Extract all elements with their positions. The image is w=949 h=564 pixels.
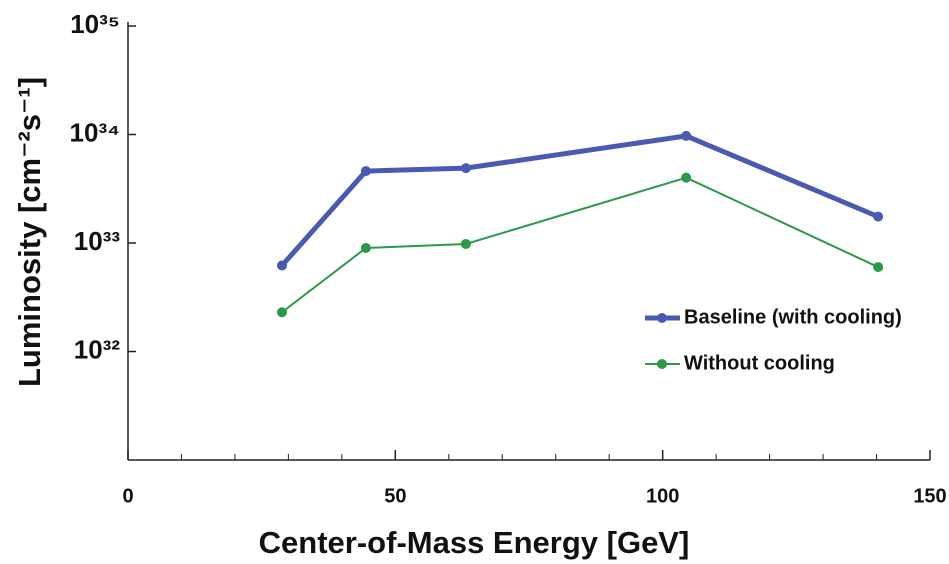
data-point (460, 163, 471, 174)
x-tick-label: 0 (122, 485, 133, 507)
data-point (360, 242, 371, 253)
data-point (360, 166, 371, 177)
data-point (681, 130, 692, 141)
series-line (280, 133, 880, 268)
y-tick-label: 10³² (74, 334, 121, 364)
series-line (281, 176, 879, 314)
y-tick-label: 10³⁵ (70, 9, 120, 39)
legend-marker (657, 313, 667, 323)
data-point (873, 262, 884, 273)
x-tick-label: 150 (913, 485, 946, 507)
legend-label: Baseline (with cooling) (684, 306, 902, 328)
y-axis-label: Luminosity [cm⁻²s⁻¹] (12, 77, 47, 387)
x-axis-label: Center-of-Mass Energy [GeV] (259, 525, 690, 560)
x-tick-label: 50 (384, 485, 406, 507)
legend-marker (657, 359, 667, 369)
data-point (276, 307, 287, 318)
data-point (681, 172, 692, 183)
data-point (276, 260, 287, 271)
x-tick-label: 100 (646, 485, 679, 507)
legend-label: Without cooling (684, 352, 835, 374)
y-tick-label: 10³³ (74, 226, 121, 256)
data-point (873, 211, 884, 222)
data-point (460, 238, 471, 249)
y-tick-label: 10³⁴ (70, 117, 120, 147)
